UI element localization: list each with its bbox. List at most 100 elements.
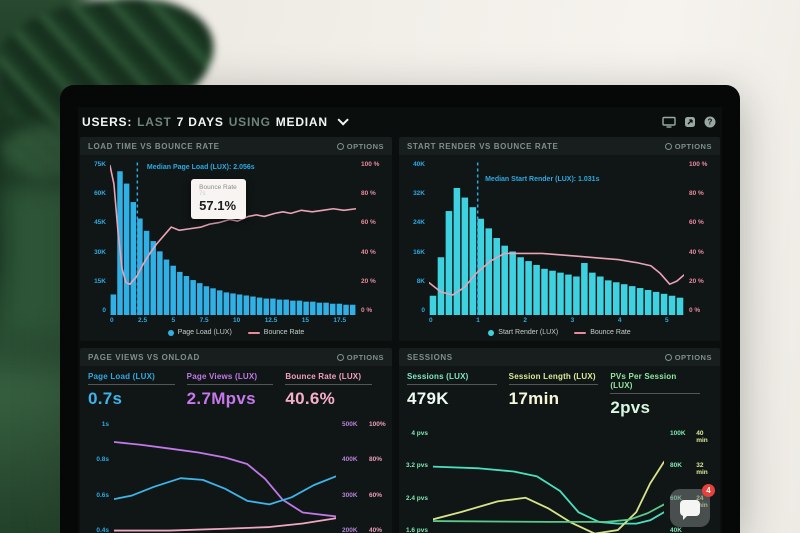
y-axis-label: 0 % bbox=[688, 306, 701, 314]
metric-label: Page Load (LUX) bbox=[88, 372, 156, 381]
y-axis-label: 60 % bbox=[688, 219, 704, 227]
x-axis-label: 2 bbox=[523, 317, 528, 324]
sessions-plot[interactable] bbox=[433, 426, 664, 533]
panel-title: SESSIONS bbox=[407, 353, 453, 362]
y-axis-label: 60 % bbox=[361, 219, 376, 227]
gear-icon bbox=[664, 354, 672, 361]
y-axis-label: 20 % bbox=[688, 277, 704, 285]
metric-sessions: Sessions (LUX) 479K bbox=[407, 372, 509, 418]
y-axis-label: 16K bbox=[413, 248, 425, 256]
y-axis-left: 4 pvs 3.2 pvs 2.4 pvs 1.6 pvs bbox=[403, 426, 433, 533]
dashboard-title-dropdown[interactable]: USERS: LAST 7 DAYS USING MEDIAN bbox=[82, 114, 349, 129]
metric-underline bbox=[407, 384, 497, 385]
chevron-down-icon bbox=[337, 114, 349, 126]
y-axis-label: 30K bbox=[94, 248, 106, 256]
y-axis-left: 1s 0.8s 0.6s 0.4s bbox=[84, 417, 114, 533]
legend: Start Render (LUX) Bounce Rate bbox=[399, 324, 720, 341]
legend-item-start-render[interactable]: Start Render (LUX) bbox=[488, 329, 558, 336]
legend-label: Start Render (LUX) bbox=[498, 329, 559, 336]
gear-icon bbox=[336, 143, 344, 150]
sessions-chart[interactable] bbox=[433, 426, 664, 533]
tooltip-value: 57.1% bbox=[199, 198, 237, 214]
y-axis-right: 500K 100% 400K 80% 300K 60% 200K 40% bbox=[336, 417, 388, 533]
x-axis-label: 10 bbox=[233, 317, 241, 324]
metric-underline bbox=[186, 384, 274, 385]
y-axis-right: 100 % 80 % 60 % 40 % 20 % 0 % bbox=[356, 161, 388, 315]
x-axis-label: 4 bbox=[617, 317, 622, 324]
dashboard-screen: USERS: LAST 7 DAYS USING MEDIAN ? bbox=[78, 107, 722, 533]
sessions-chart-area: 4 pvs 3.2 pvs 2.4 pvs 1.6 pvs 100K 40 min 80K… bbox=[399, 422, 720, 533]
y-axis-label: 40K bbox=[413, 161, 425, 168]
panels-grid: LOAD TIME VS BOUNCE RATE OPTIONS 75K 60K 4… bbox=[78, 137, 722, 533]
metric-session-length: Session Length (LUX) 17min bbox=[508, 372, 611, 418]
legend-dot-icon bbox=[488, 329, 495, 336]
x-axis: 0 2.5 5 7.5 10 12.5 15 17.5 bbox=[110, 315, 346, 324]
start-render-chart[interactable] bbox=[429, 161, 684, 315]
panel-load-time-header: LOAD TIME VS BOUNCE RATE OPTIONS bbox=[80, 137, 392, 155]
help-icon[interactable]: ? bbox=[704, 116, 716, 128]
median-annotation: Median Start Render (LUX): 1.031s bbox=[485, 176, 600, 184]
y-axis-right: 100 % 80 % 60 % 40 % 20 % 0 % bbox=[684, 161, 716, 315]
legend-item-bounce-rate[interactable]: Bounce Rate bbox=[247, 329, 304, 336]
metric-value: 17min bbox=[508, 389, 560, 408]
metric-value: 2.7Mpvs bbox=[186, 389, 256, 408]
metric-label: Bounce Rate (LUX) bbox=[285, 372, 362, 381]
monitor-icon[interactable] bbox=[662, 116, 676, 128]
metric-underline bbox=[88, 384, 175, 385]
metric-underline bbox=[285, 384, 373, 385]
options-label: OPTIONS bbox=[346, 353, 384, 362]
metric-underline bbox=[610, 393, 700, 394]
page-views-chart-area: 1s 0.8s 0.6s 0.4s 500K 100% 400K 80% 300K 60% 200… bbox=[80, 413, 392, 533]
page-views-chart[interactable] bbox=[114, 417, 336, 533]
options-button[interactable]: OPTIONS bbox=[336, 353, 384, 362]
load-time-plot[interactable]: Median Page Load (LUX): 2.056s Bounce Ra… bbox=[110, 161, 356, 315]
y-axis-label: 2.4 pvs bbox=[405, 494, 428, 502]
legend-line-icon bbox=[574, 331, 587, 334]
y-axis-label: 0.8s bbox=[96, 456, 109, 464]
chat-badge: 4 bbox=[702, 484, 715, 497]
y-axis-label: 60K bbox=[94, 190, 106, 198]
metric-value: 0.7s bbox=[88, 389, 123, 408]
x-axis-label: 7.5 bbox=[199, 317, 209, 324]
metric-label: PVs Per Session (LUX) bbox=[610, 372, 677, 390]
median-annotation: Median Page Load (LUX): 2.056s bbox=[146, 164, 255, 172]
page-views-plot[interactable] bbox=[114, 417, 336, 533]
x-axis-label: 15 bbox=[301, 317, 309, 324]
metric-page-views: Page Views (LUX) 2.7Mpvs bbox=[186, 372, 286, 409]
tooltip-title: Bounce Rate bbox=[199, 184, 237, 192]
sessions-metrics: Sessions (LUX) 479K Session Length (LUX)… bbox=[399, 366, 720, 422]
y-axis-label: 200K 40% bbox=[342, 526, 383, 533]
title-7days: 7 DAYS bbox=[176, 115, 224, 129]
title-median: MEDIAN bbox=[275, 115, 328, 129]
load-time-chart[interactable] bbox=[110, 161, 356, 315]
y-axis-label: 15K bbox=[94, 277, 106, 285]
y-axis-label: 0.6s bbox=[96, 491, 109, 499]
y-axis-label: 100K 40 min bbox=[669, 430, 708, 444]
x-axis-label: 5 bbox=[665, 317, 669, 324]
y-axis-label: 100 % bbox=[688, 161, 708, 168]
y-axis-label: 300K 60% bbox=[342, 491, 383, 499]
export-icon[interactable] bbox=[684, 116, 696, 128]
start-render-chart-area: 40K 32K 24K 16K 8K 0 Median Start Render (LUX… bbox=[399, 155, 720, 315]
legend-item-bounce-rate[interactable]: Bounce Rate bbox=[574, 329, 631, 336]
options-label: OPTIONS bbox=[674, 353, 712, 362]
y-axis-label: 40K bbox=[669, 526, 682, 533]
metric-page-load: Page Load (LUX) 0.7s bbox=[88, 372, 187, 409]
options-button[interactable]: OPTIONS bbox=[664, 142, 712, 151]
title-last: LAST bbox=[137, 115, 172, 129]
x-axis-label: 3 bbox=[570, 317, 575, 324]
x-axis-label: 1 bbox=[476, 317, 480, 324]
metric-underline bbox=[508, 384, 599, 385]
options-button[interactable]: OPTIONS bbox=[664, 353, 712, 362]
legend-line-icon bbox=[247, 331, 260, 334]
metric-label: Page Views (LUX) bbox=[186, 372, 258, 381]
start-render-plot[interactable]: Median Start Render (LUX): 1.031s bbox=[429, 161, 684, 315]
legend-item-page-load[interactable]: Page Load (LUX) bbox=[167, 329, 232, 336]
metric-pvs-per-session: PVs Per Session (LUX) 2pvs bbox=[610, 372, 712, 418]
y-axis-label: 80 % bbox=[361, 190, 376, 198]
panel-title: PAGE VIEWS VS ONLOAD bbox=[88, 353, 200, 362]
x-axis-label: 0 bbox=[429, 317, 433, 324]
options-button[interactable]: OPTIONS bbox=[336, 142, 384, 151]
metric-label: Sessions (LUX) bbox=[407, 372, 469, 381]
chat-widget-button[interactable]: 4 bbox=[670, 484, 715, 527]
